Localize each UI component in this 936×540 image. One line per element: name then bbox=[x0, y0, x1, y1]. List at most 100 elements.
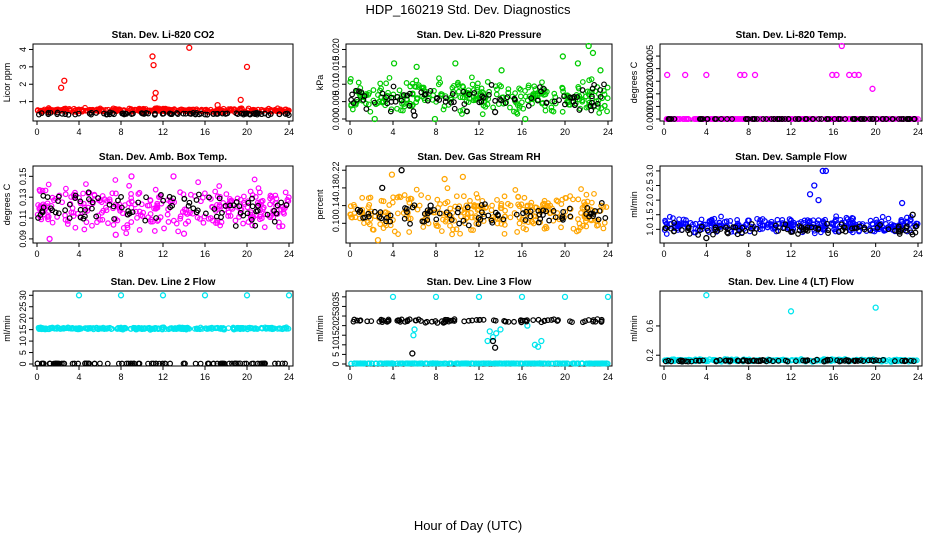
data-point bbox=[86, 360, 93, 367]
data-point bbox=[418, 192, 425, 199]
data-point bbox=[240, 220, 247, 227]
data-point bbox=[100, 207, 107, 214]
data-point bbox=[759, 225, 766, 232]
data-point bbox=[278, 199, 285, 206]
data-point bbox=[513, 211, 520, 218]
data-point bbox=[768, 218, 775, 225]
data-point bbox=[771, 116, 777, 122]
data-point bbox=[541, 86, 547, 92]
x-tick-label: 12 bbox=[158, 249, 168, 259]
series-1 bbox=[348, 293, 612, 367]
data-point bbox=[69, 360, 76, 367]
data-point bbox=[159, 292, 167, 299]
data-point bbox=[34, 360, 41, 367]
data-point bbox=[159, 360, 166, 367]
data-point bbox=[522, 217, 529, 223]
data-point bbox=[136, 189, 143, 196]
data-point bbox=[98, 199, 105, 206]
data-point bbox=[502, 100, 509, 106]
data-point bbox=[115, 204, 122, 211]
data-point bbox=[869, 227, 876, 234]
y-tick-label: 30 bbox=[18, 290, 28, 300]
panel-title: Stan. Dev. Li-820 CO2 bbox=[112, 30, 215, 41]
data-point bbox=[913, 223, 920, 230]
x-tick-label: 8 bbox=[746, 372, 751, 382]
y-tick-label: 2.5 bbox=[645, 179, 655, 192]
data-point bbox=[177, 213, 184, 220]
x-tick-label: 12 bbox=[786, 249, 796, 259]
x-tick-label: 0 bbox=[661, 372, 666, 382]
data-point bbox=[190, 106, 197, 113]
data-point bbox=[404, 360, 411, 367]
data-point bbox=[192, 111, 199, 118]
data-point bbox=[757, 357, 764, 364]
data-point bbox=[440, 319, 447, 326]
data-point bbox=[241, 110, 247, 117]
data-point bbox=[413, 317, 419, 324]
data-point bbox=[111, 216, 118, 222]
data-point bbox=[671, 228, 678, 235]
data-point bbox=[697, 227, 703, 234]
data-point bbox=[559, 85, 566, 92]
data-point bbox=[279, 360, 286, 367]
data-point bbox=[601, 102, 608, 109]
data-point bbox=[264, 211, 271, 218]
data-point bbox=[525, 84, 532, 91]
data-point bbox=[201, 292, 209, 299]
data-point bbox=[475, 203, 481, 209]
data-point bbox=[424, 217, 431, 223]
data-point bbox=[885, 215, 892, 222]
data-point bbox=[415, 316, 422, 323]
data-point bbox=[134, 214, 140, 221]
x-tick-label: 8 bbox=[118, 372, 123, 382]
data-point bbox=[494, 220, 501, 227]
data-point bbox=[269, 324, 275, 331]
data-point bbox=[160, 197, 167, 204]
data-point bbox=[127, 360, 134, 367]
data-point bbox=[193, 209, 200, 216]
data-point bbox=[792, 116, 799, 122]
data-point bbox=[118, 194, 124, 200]
data-point bbox=[245, 324, 252, 331]
data-point bbox=[124, 222, 131, 228]
data-point bbox=[409, 350, 416, 357]
data-point bbox=[502, 318, 509, 325]
x-tick-label: 20 bbox=[871, 372, 881, 382]
data-point bbox=[766, 357, 773, 363]
data-point bbox=[274, 202, 281, 209]
data-point bbox=[576, 107, 583, 113]
data-point bbox=[460, 88, 467, 95]
x-tick-label: 0 bbox=[347, 249, 352, 259]
data-point bbox=[663, 225, 669, 232]
data-point bbox=[366, 221, 373, 228]
data-point bbox=[161, 225, 167, 232]
series-2 bbox=[662, 211, 920, 242]
data-point bbox=[86, 196, 92, 203]
data-point bbox=[869, 220, 876, 227]
y-tick-label: 20 bbox=[18, 313, 28, 323]
data-point bbox=[103, 207, 110, 214]
data-point bbox=[203, 325, 209, 332]
data-point bbox=[482, 204, 489, 211]
data-point bbox=[105, 220, 111, 227]
data-point bbox=[97, 360, 103, 367]
data-point bbox=[169, 202, 175, 209]
data-point bbox=[185, 202, 192, 209]
data-point bbox=[682, 221, 688, 228]
data-point bbox=[219, 325, 226, 332]
data-point bbox=[768, 116, 775, 122]
data-point bbox=[663, 231, 670, 237]
data-point bbox=[34, 211, 41, 218]
data-point bbox=[49, 219, 56, 226]
data-point bbox=[838, 42, 845, 50]
data-point bbox=[81, 213, 88, 220]
data-point bbox=[451, 99, 457, 105]
data-point bbox=[170, 217, 177, 224]
data-point bbox=[284, 110, 291, 117]
data-point bbox=[559, 213, 566, 220]
data-point bbox=[879, 213, 886, 220]
data-point bbox=[347, 203, 354, 210]
data-point bbox=[205, 325, 212, 332]
data-point bbox=[394, 317, 401, 324]
data-point bbox=[406, 229, 413, 235]
